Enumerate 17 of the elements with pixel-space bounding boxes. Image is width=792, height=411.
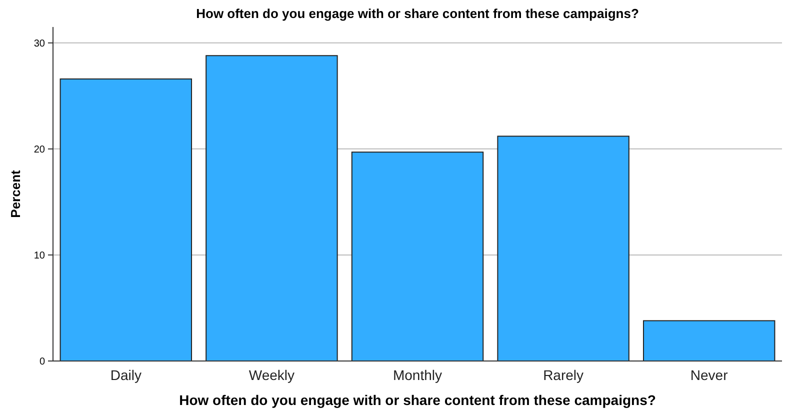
x-axis-title: How often do you engage with or share content from these campaigns? xyxy=(179,392,656,408)
x-tick-label: Rarely xyxy=(543,367,584,383)
y-tick-label: 30 xyxy=(34,38,46,50)
y-tick-label: 10 xyxy=(34,250,46,262)
bar xyxy=(60,78,192,362)
y-axis-title: Percent xyxy=(8,169,23,218)
bar xyxy=(351,152,484,362)
x-tick-label: Weekly xyxy=(248,367,295,383)
bar xyxy=(642,320,776,362)
x-tick-label: Never xyxy=(690,367,728,383)
x-tick-label: Monthly xyxy=(392,367,442,383)
bar xyxy=(497,136,630,362)
y-tick-label: 20 xyxy=(34,144,46,156)
y-tick-label: 0 xyxy=(39,356,46,368)
bar xyxy=(206,55,338,362)
x-tick-label: Daily xyxy=(110,367,142,383)
chart-title: How often do you engage with or share content from these campaigns? xyxy=(196,6,639,21)
